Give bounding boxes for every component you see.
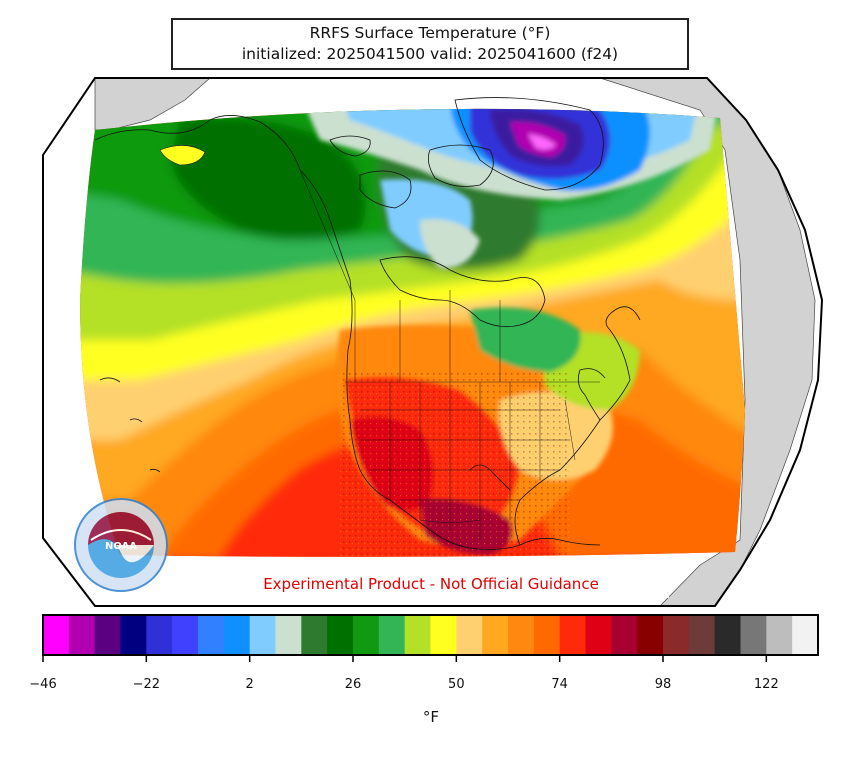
colorbar-tick-label: 26 [344, 677, 362, 692]
map-title: RRFS Surface Temperature (°F) [309, 24, 551, 42]
colorbar-tick-label: 2 [245, 677, 254, 692]
colorbar-swatch [223, 615, 251, 655]
colorbar-unit-label: °F [422, 708, 440, 726]
colorbar-swatch [533, 615, 561, 655]
colorbar-swatch [404, 615, 431, 655]
colorbar-swatch [456, 615, 483, 655]
colorbar-swatch [275, 615, 302, 655]
colorbar-swatch [766, 615, 793, 655]
colorbar-swatch [688, 615, 716, 655]
colorbar-swatch [663, 615, 690, 655]
colorbar [42, 614, 819, 662]
colorbar-swatch [301, 615, 328, 655]
colorbar-tick-label: −22 [132, 677, 161, 692]
colorbar-swatch [172, 615, 199, 655]
colorbar-swatch [559, 615, 586, 655]
colorbar-swatch [585, 615, 612, 655]
colorbar-swatch [94, 615, 121, 655]
colorbar-swatch [249, 615, 276, 655]
colorbar-swatch [43, 615, 70, 655]
disclaimer-label: Experimental Product - Not Official Guid… [193, 570, 669, 598]
colorbar-swatch [508, 615, 535, 655]
colorbar-outline [42, 614, 819, 656]
colorbar-swatch [146, 615, 173, 655]
colorbar-swatch [120, 615, 147, 655]
noaa-logo [74, 498, 168, 592]
colorbar-swatch [740, 615, 767, 655]
colorbar-tick-label: −46 [29, 677, 57, 692]
colorbar-swatch [430, 615, 457, 655]
colorbar-swatch [378, 615, 406, 655]
title-box: RRFS Surface Temperature (°F) initialize… [171, 18, 689, 70]
colorbar-swatch [611, 615, 638, 655]
colorbar-swatch [714, 615, 741, 655]
colorbar-swatch [637, 615, 664, 655]
colorbar-tick-label: 74 [551, 677, 568, 692]
map-frame [42, 77, 824, 607]
colorbar-tick-label: 122 [753, 677, 779, 692]
colorbar-tick-label: 98 [654, 677, 672, 692]
temperature-field [80, 108, 745, 557]
colorbar-tick-label: 50 [448, 677, 465, 692]
colorbar-swatch [353, 615, 380, 655]
map-subtitle: initialized: 2025041500 valid: 202504160… [241, 45, 619, 63]
colorbar-swatch [792, 615, 819, 655]
political-borders [299, 169, 600, 540]
colorbar-swatch [68, 615, 96, 655]
map-frame-interior [43, 78, 822, 606]
colorbar-swatch [327, 615, 354, 655]
colorbar-swatch [198, 615, 225, 655]
noaa-logo-text: NOAA [105, 541, 137, 552]
coastlines [94, 97, 641, 550]
colorbar-swatch [482, 615, 509, 655]
